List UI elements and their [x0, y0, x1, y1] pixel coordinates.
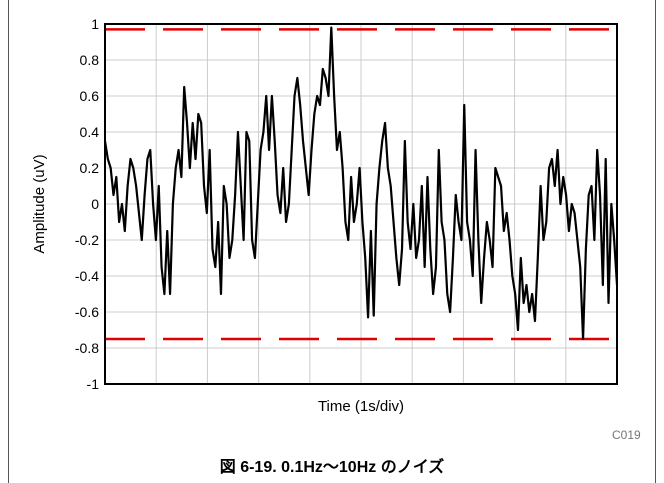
y-tick-label: 0.8 — [80, 52, 100, 68]
y-tick-label: -0.6 — [75, 304, 99, 320]
figure-caption: 図 6-19. 0.1Hz～10Hz のノイズ — [219, 459, 445, 476]
y-tick-labels: 1 0.8 0.6 0.4 0.2 0 -0.2 -0.4 -0.6 -0.8 -1 — [75, 16, 99, 392]
y-tick-label: -0.8 — [75, 340, 99, 356]
y-tick-label: 1 — [91, 16, 99, 32]
y-tick-label: -0.2 — [75, 232, 99, 248]
noise-series-line — [103, 26, 619, 341]
y-tick-label: -1 — [87, 376, 100, 392]
y-tick-label: 0.6 — [80, 88, 100, 104]
y-tick-label: 0.2 — [80, 160, 100, 176]
y-tick-label: 0 — [91, 196, 99, 212]
y-tick-label: 0.4 — [80, 124, 100, 140]
y-tick-label: -0.4 — [75, 268, 99, 284]
limit-lines — [105, 28, 617, 341]
figure-frame — [8, 0, 656, 483]
plot-border — [104, 23, 618, 385]
x-axis-label: Time (1s/div) — [318, 398, 404, 415]
y-axis-label: Amplitude (uV) — [31, 154, 48, 253]
figure-code: C019 — [612, 428, 641, 442]
noise-chart: 1 0.8 0.6 0.4 0.2 0 -0.2 -0.4 -0.6 -0.8 -1 Time (1… — [31, 16, 619, 415]
